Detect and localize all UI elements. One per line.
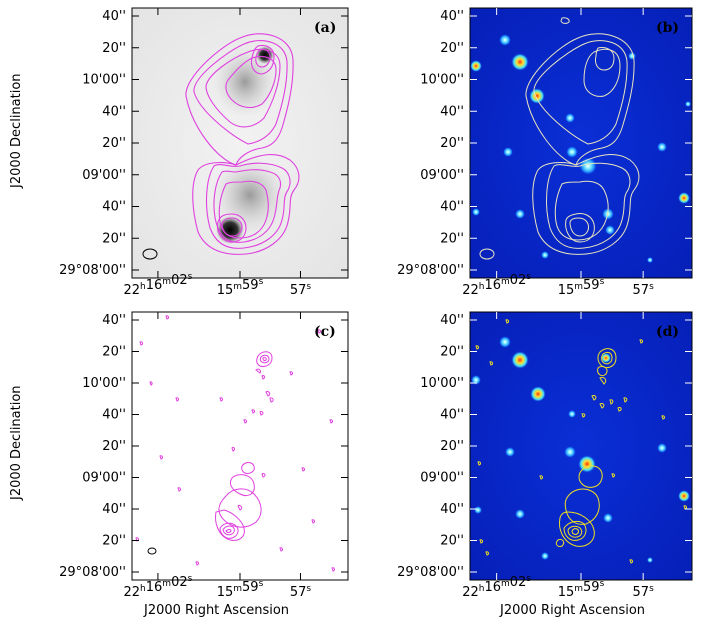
dec-tick-label: 20''	[102, 136, 126, 151]
dec-tick-label: 20''	[440, 231, 464, 246]
dec-tick-label: 40''	[440, 408, 464, 423]
dec-tick-label: 40''	[102, 9, 126, 24]
ra-tick-label: 15m59s	[217, 277, 264, 298]
ra-tick-label: 22h16m02s	[123, 272, 192, 298]
panel-c-label: (c)	[314, 324, 336, 340]
dec-tick-label: 40''	[102, 104, 126, 119]
dec-tick-label: 40''	[440, 313, 464, 328]
panel-a-contours	[185, 33, 300, 255]
dec-tick-label: 40''	[102, 313, 126, 328]
dec-tick-label: 40''	[102, 200, 126, 215]
dec-tick-label: 20''	[440, 345, 464, 360]
dec-tick-label: 20''	[102, 41, 126, 56]
dec-tick-label: 10'00''	[82, 376, 126, 391]
dec-tick-label: 29°08'00''	[59, 565, 126, 580]
dec-tick-label: 20''	[440, 534, 464, 549]
dec-tick-label: 40''	[102, 502, 126, 517]
dec-tick-label: 09'00''	[420, 168, 464, 183]
x-axis-title-right: J2000 Right Ascension	[499, 603, 645, 618]
beam-ellipse	[142, 248, 158, 260]
dec-tick-label: 29°08'00''	[397, 263, 464, 278]
dec-tick-label: 20''	[440, 41, 464, 56]
dec-tick-label: 40''	[440, 200, 464, 215]
panel-d-contours	[475, 319, 688, 564]
ra-tick-label: 15m59s	[217, 579, 264, 600]
dec-tick-label: 20''	[102, 231, 126, 246]
dec-tick-label: 20''	[440, 439, 464, 454]
panel-b-image	[469, 7, 693, 279]
dec-tick-label: 10'00''	[420, 73, 464, 88]
ra-tick-label: 15m59s	[558, 579, 605, 600]
dec-tick-label: 40''	[102, 408, 126, 423]
ra-tick-label: 57s	[633, 282, 655, 298]
dec-tick-label: 20''	[102, 534, 126, 549]
beam-ellipse	[147, 547, 157, 555]
panel-b-contours	[525, 17, 640, 255]
dec-tick-label: 40''	[440, 104, 464, 119]
dec-tick-label: 20''	[440, 136, 464, 151]
dec-tick-label: 09'00''	[82, 168, 126, 183]
panel-b-stars	[470, 34, 691, 263]
y-axis-title-top: J2000 Declination	[9, 73, 24, 189]
axes-layer: 40'' 20'' 10'00'' 40'' 20'' 09'00'' 40'' 20'' 29…	[59, 8, 692, 600]
panel-a-label: (a)	[314, 20, 336, 36]
dec-tick-label: 20''	[102, 439, 126, 454]
dec-tick-label: 10'00''	[82, 73, 126, 88]
panel-c-contours	[135, 315, 336, 572]
dec-tick-label: 10'00''	[420, 376, 464, 391]
ra-tick-label: 57s	[633, 584, 655, 600]
dec-tick-label: 20''	[102, 345, 126, 360]
dec-tick-label: 09'00''	[82, 471, 126, 486]
ra-tick-label: 57s	[290, 282, 312, 298]
dec-tick-label: 40''	[440, 9, 464, 24]
ra-tick-label: 22h16m02s	[123, 574, 192, 600]
dec-tick-label: 29°08'00''	[59, 263, 126, 278]
panel-d-stars	[471, 336, 690, 563]
beam-ellipse	[479, 248, 495, 260]
dec-tick-label: 40''	[440, 502, 464, 517]
ra-tick-label: 57s	[290, 584, 312, 600]
panel-c-image	[131, 311, 349, 581]
panel-c: (c)	[131, 311, 349, 581]
dec-tick-label: 29°08'00''	[397, 565, 464, 580]
ra-tick-label: 15m59s	[558, 277, 605, 298]
ra-tick-label: 22h16m02s	[462, 272, 531, 298]
x-axis-title-left: J2000 Right Ascension	[143, 603, 289, 618]
panel-b-label: (b)	[656, 20, 679, 36]
panel-a: (a)	[131, 7, 349, 279]
dec-tick-label: 09'00''	[420, 471, 464, 486]
y-axis-title-bottom: J2000 Declination	[9, 385, 24, 501]
ra-tick-label: 22h16m02s	[462, 574, 531, 600]
panel-b: (b)	[469, 7, 693, 279]
panel-d-label: (d)	[656, 324, 679, 340]
panel-d: (d)	[469, 311, 693, 581]
